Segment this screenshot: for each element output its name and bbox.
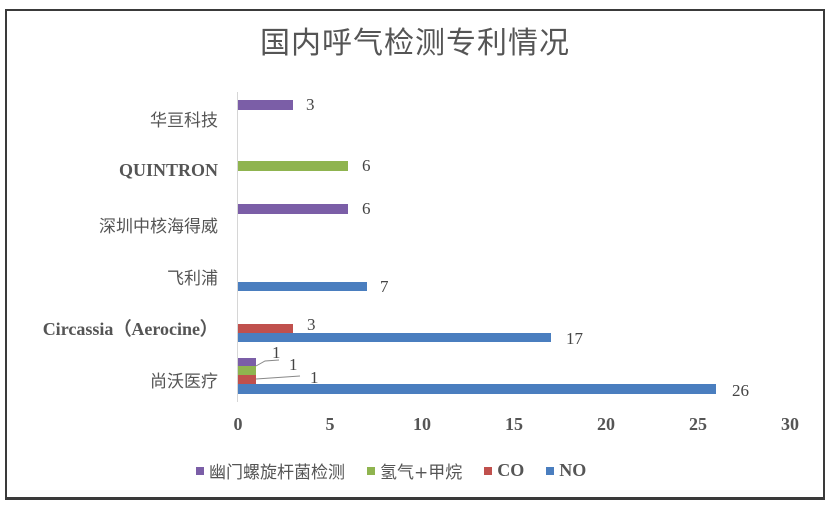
category-label-philips: 飞利浦 xyxy=(167,269,218,289)
bar-huagen-h-pylori xyxy=(238,100,293,110)
legend-label-co: CO xyxy=(497,460,525,480)
chart-frame xyxy=(5,9,825,500)
bar-philips-no xyxy=(238,282,367,291)
legend-swatch-blue xyxy=(546,466,555,475)
value-label-circassia-co: 3 xyxy=(307,315,316,334)
value-label-sunvou-h2-ch4: 1 xyxy=(289,355,298,374)
x-tick-30: 30 xyxy=(781,414,799,434)
legend-item-h-pylori: 幽门螺旋杆菌检测 xyxy=(196,458,345,483)
bar-sunvou-h2-ch4 xyxy=(238,366,256,375)
value-label-sunvou-h-pylori: 1 xyxy=(272,343,281,362)
x-tick-5: 5 xyxy=(325,414,335,434)
x-tick-15: 15 xyxy=(505,414,523,434)
legend-swatch-purple xyxy=(196,466,204,475)
value-label-shenzhen-h-pylori: 6 xyxy=(362,199,371,218)
bar-quintron-h2-ch4 xyxy=(238,161,348,171)
category-axis-line xyxy=(237,92,238,402)
bar-circassia-no xyxy=(238,333,551,342)
category-label-shenzhen: 深圳中核海得威 xyxy=(99,217,218,237)
value-label-quintron-h2-ch4: 6 xyxy=(362,156,371,175)
bar-sunvou-h-pylori xyxy=(238,358,256,366)
legend-label-no: NO xyxy=(559,460,587,480)
category-label-circassia: Circassia（Aerocine） xyxy=(42,319,218,339)
value-label-huagen-h-pylori: 3 xyxy=(306,95,315,114)
x-tick-20: 20 xyxy=(597,414,615,434)
x-tick-0: 0 xyxy=(233,414,243,434)
legend-swatch-green xyxy=(367,466,375,475)
bar-circassia-co xyxy=(238,324,293,333)
bar-sunvou-no xyxy=(238,384,716,394)
legend-label-h2-ch4: 氢气+甲烷 xyxy=(380,463,463,483)
value-label-sunvou-no: 26 xyxy=(732,381,749,400)
bar-shenzhen-h-pylori xyxy=(238,204,348,214)
category-label-sunvou: 尚沃医疗 xyxy=(150,372,218,392)
legend-item-no: NO xyxy=(546,460,586,481)
chart-title: 国内呼气检测专利情况 xyxy=(260,26,570,61)
legend-swatch-red xyxy=(484,466,493,475)
chart-legend: 幽门螺旋杆菌检测 氢气+甲烷 CO NO xyxy=(196,458,608,483)
legend-item-h2-ch4: 氢气+甲烷 xyxy=(367,458,462,483)
value-label-circassia-no: 17 xyxy=(566,329,583,348)
x-tick-10: 10 xyxy=(413,414,431,434)
legend-label-h-pylori: 幽门螺旋杆菌检测 xyxy=(209,463,345,483)
value-label-sunvou-co: 1 xyxy=(310,368,319,387)
x-tick-25: 25 xyxy=(689,414,707,434)
bar-sunvou-co xyxy=(238,375,256,384)
category-label-quintron: QUINTRON xyxy=(118,160,218,180)
value-label-philips-no: 7 xyxy=(380,277,389,296)
legend-item-co: CO xyxy=(484,460,524,481)
category-label-huagen: 华亘科技 xyxy=(150,111,218,131)
